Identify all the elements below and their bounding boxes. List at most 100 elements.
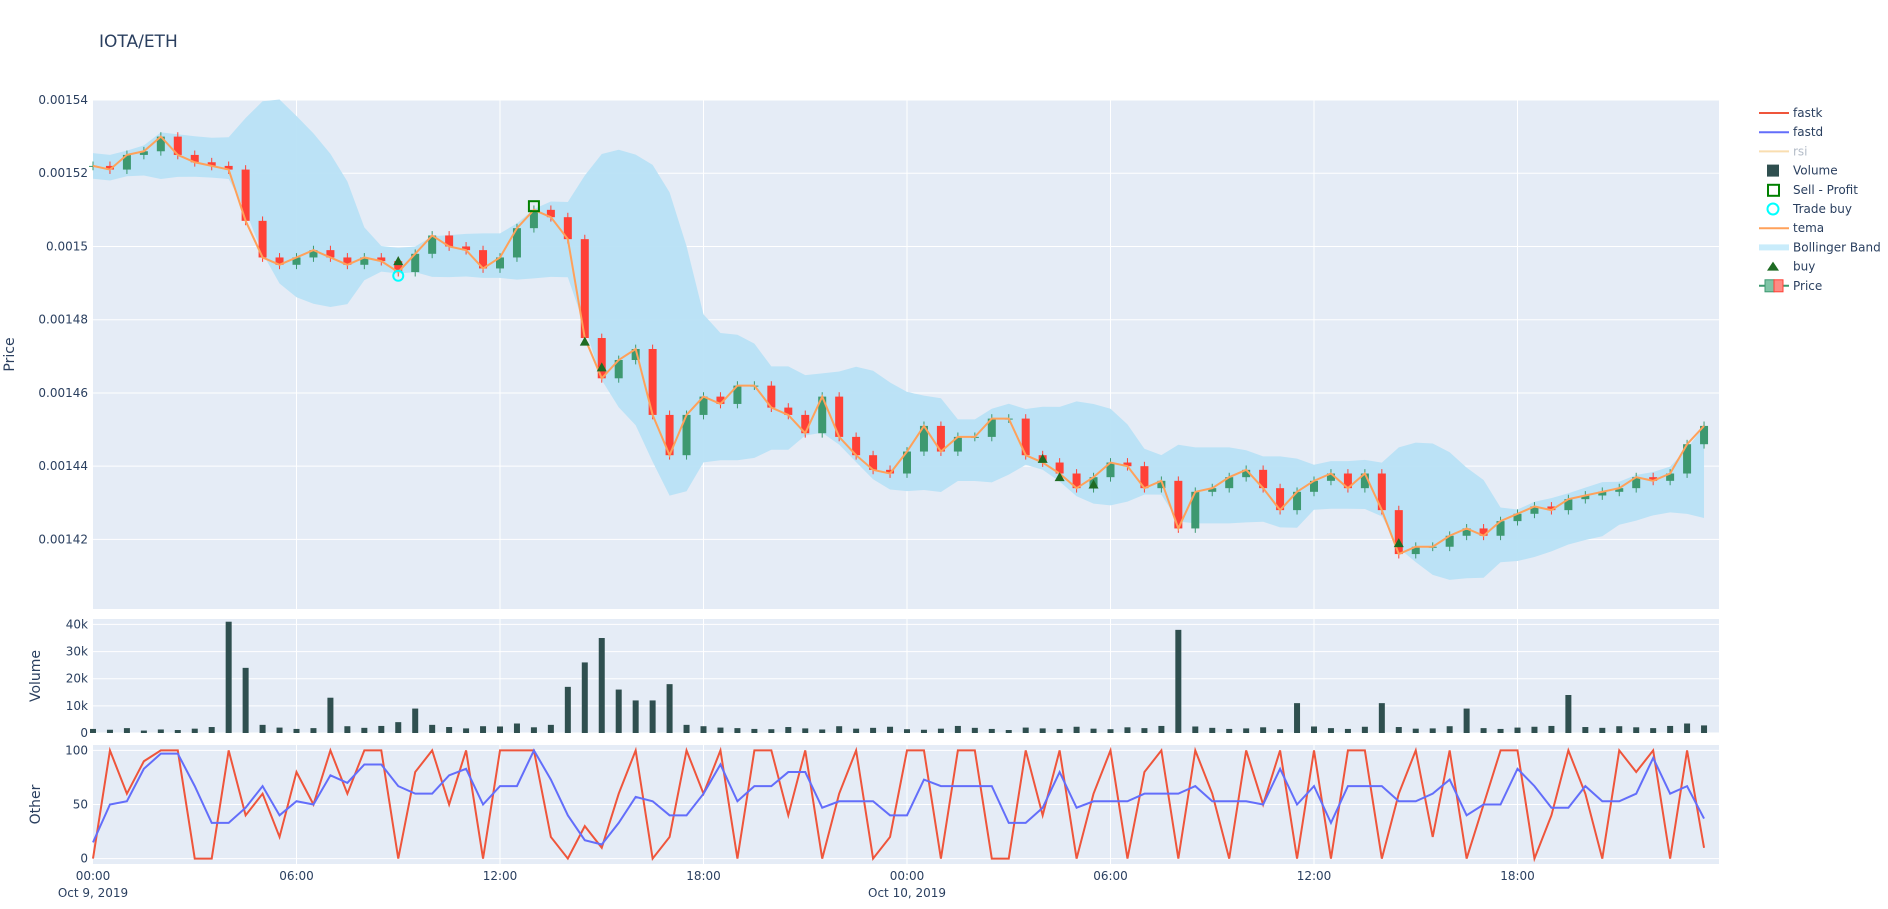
candle-body	[716, 396, 725, 404]
x-tick-date: Oct 9, 2019	[58, 886, 128, 900]
candle-body	[258, 220, 267, 258]
candle-body	[1326, 473, 1335, 481]
candle-body	[1649, 477, 1658, 481]
volume-bar	[242, 667, 249, 733]
volume-bar	[1548, 725, 1555, 733]
volume-bar	[937, 728, 944, 733]
legend-open-square-icon	[1767, 183, 1780, 197]
volume-bar	[1243, 728, 1250, 733]
candle-body	[1106, 462, 1115, 478]
volume-bar	[954, 725, 961, 733]
volume-bar	[497, 726, 503, 733]
volume-bar	[208, 727, 215, 733]
legend-item-price[interactable]: Price	[1759, 279, 1822, 293]
y-tick-label: 0.00154	[38, 93, 88, 107]
volume-bar	[666, 684, 673, 733]
volume-bar	[1277, 729, 1284, 733]
volume-bar	[1480, 728, 1487, 733]
legend-triangle-icon	[1767, 261, 1779, 271]
volume-bar	[1361, 726, 1368, 733]
volume-bar	[378, 725, 385, 733]
legend-label: Price	[1793, 279, 1822, 293]
volume-bar	[751, 728, 758, 733]
candle-body	[377, 257, 386, 262]
legend-item-fastd[interactable]: fastd	[1759, 125, 1823, 139]
volume-bar	[1039, 728, 1046, 733]
buy-marker	[1054, 472, 1065, 482]
legend-item-tema[interactable]: tema	[1759, 221, 1824, 235]
volume-bar	[395, 722, 402, 733]
y-tick-label: 100	[65, 743, 88, 757]
legend-item-sell-profit[interactable]: Sell - Profit	[1767, 183, 1858, 197]
legend-item-rsi[interactable]: rsi	[1759, 144, 1808, 158]
volume-bar	[920, 729, 927, 733]
candle-body	[343, 257, 352, 265]
candle-body	[445, 235, 454, 247]
volume-bar	[1124, 727, 1131, 733]
candle-body	[818, 396, 827, 434]
candle-body	[886, 469, 895, 474]
volume-bar	[802, 728, 809, 733]
volume-bar	[1667, 725, 1674, 733]
legend-label: buy	[1793, 260, 1815, 274]
volume-bar	[785, 727, 792, 733]
x-tick-label: 12:00	[483, 869, 518, 883]
volume-bar	[140, 730, 147, 733]
volume-bar	[259, 724, 266, 733]
candle-body	[953, 436, 962, 452]
candle-body	[394, 261, 403, 273]
candle-body	[767, 385, 776, 408]
volume-bar	[1412, 728, 1419, 733]
candle-body	[1276, 488, 1285, 511]
candle-body	[563, 217, 572, 240]
volume-bar	[1175, 629, 1182, 733]
y-axis-title: Other	[28, 784, 44, 824]
candle-body	[546, 209, 555, 218]
y-tick-label: 0.00144	[38, 459, 88, 473]
candle-body	[241, 169, 250, 221]
candle-body	[1208, 488, 1217, 492]
legend-candle-down-icon	[1773, 279, 1784, 293]
candle-body	[1174, 480, 1183, 529]
legend-item-fastk[interactable]: fastk	[1759, 106, 1823, 120]
tema-line	[92, 135, 1705, 556]
volume-bar	[123, 728, 130, 733]
volume-bar	[1344, 728, 1351, 733]
volume-bar	[530, 727, 537, 733]
legend-label: tema	[1793, 221, 1824, 235]
x-tick-label: 12:00	[1297, 869, 1332, 883]
volume-bar	[293, 728, 300, 733]
y-axis-title: Price	[2, 337, 18, 371]
volume-bar	[276, 727, 283, 733]
volume-bar	[870, 727, 877, 733]
volume-bar	[1226, 728, 1233, 733]
candle-body	[1479, 528, 1488, 536]
candle-body	[428, 235, 437, 254]
volume-bar	[598, 638, 605, 733]
legend-item-buy[interactable]: buy	[1767, 260, 1815, 274]
volume-bar	[1005, 730, 1012, 733]
volume-bar	[1107, 729, 1114, 733]
candle-body	[207, 162, 216, 166]
legend-label: Sell - Profit	[1793, 183, 1858, 197]
candle-body	[122, 154, 131, 170]
volume-bar	[615, 689, 622, 733]
candle-body	[1225, 477, 1234, 489]
legend-label: Bollinger Band	[1793, 240, 1881, 254]
volume-bar	[1514, 727, 1521, 733]
legend-item-bollinger-band[interactable]: Bollinger Band	[1759, 240, 1881, 254]
candle-body	[496, 257, 504, 269]
volume-bar	[1056, 728, 1063, 733]
candle-body	[682, 414, 691, 456]
candle-body	[360, 257, 369, 265]
legend-item-trade-buy[interactable]: Trade buy	[1766, 202, 1853, 216]
candle-body	[597, 338, 606, 379]
candle-body	[224, 165, 233, 170]
legend-square-icon	[1767, 164, 1779, 177]
candle-body	[479, 250, 488, 269]
candle-body	[1377, 473, 1386, 511]
candle-body	[1547, 506, 1556, 511]
legend-item-volume[interactable]: Volume	[1767, 164, 1838, 178]
candle-body	[1615, 488, 1624, 492]
